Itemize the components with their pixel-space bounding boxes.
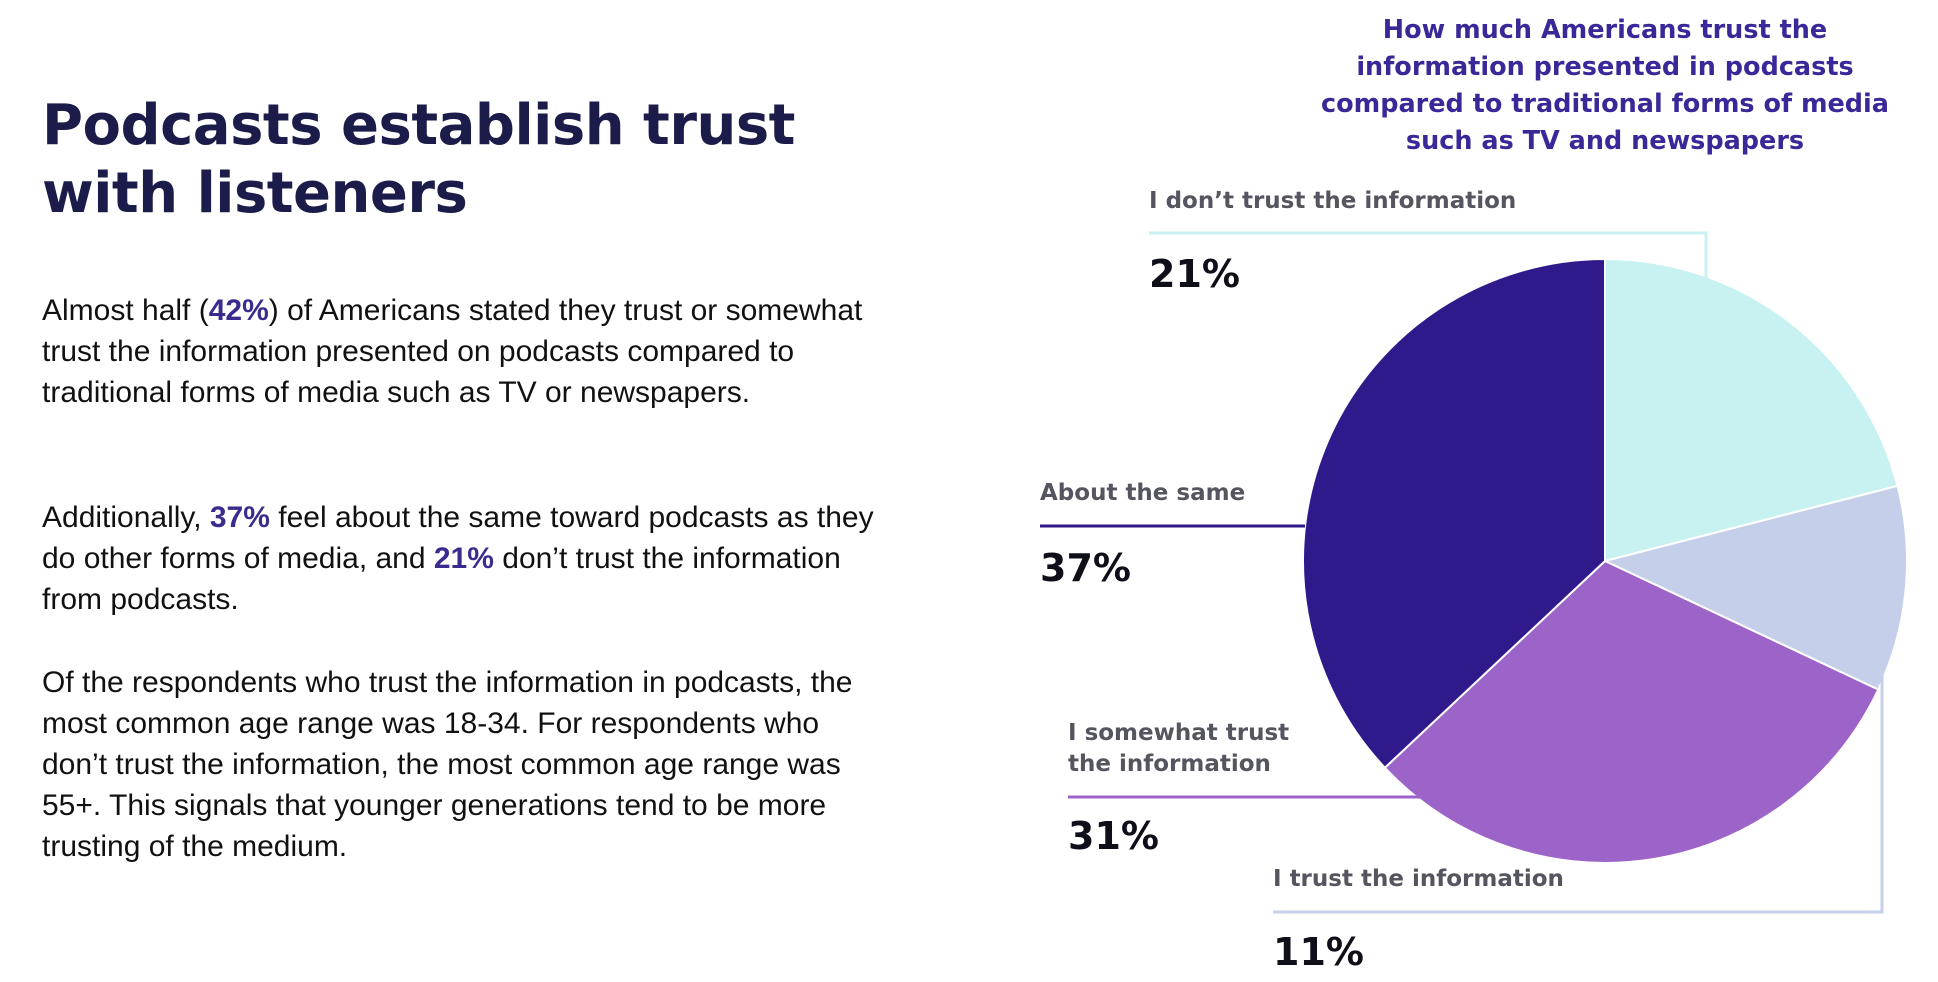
paragraph-text: ) of Americans stated they trust or some… (42, 294, 863, 409)
paragraph-text: don’t trust the information from podcast… (42, 542, 841, 616)
paragraph-same-and-distrust: Additionally, 37% feel about the same to… (42, 497, 892, 620)
leader-line-trust (1273, 649, 1884, 914)
slice-value-trust: 11% (1273, 930, 1364, 974)
paragraph-text: Almost half ( (42, 294, 209, 327)
pie-slice-trust (1602, 484, 1908, 691)
highlight-stat: 21% (433, 542, 494, 575)
slice-value-somewhat-trust: 31% (1068, 814, 1159, 858)
pie-slice-somewhat-trust (1383, 559, 1880, 864)
paragraph-text: feel about the same toward podcasts as t… (42, 501, 874, 575)
highlight-stat: 42% (208, 294, 269, 327)
slice-label-about-same: About the same (1040, 480, 1246, 506)
leader-line-dont-trust (1149, 231, 1708, 298)
slice-label-somewhat-trust: I somewhat trust the information (1068, 720, 1290, 777)
slice-value-about-same: 37% (1040, 546, 1131, 590)
paragraph-age-ranges: Of the respondents who trust the informa… (42, 666, 853, 863)
slice-label-trust: I trust the information (1273, 866, 1564, 892)
paragraph-trust-summary: Almost half (42%) of Americans stated th… (42, 290, 892, 413)
page-title: Podcasts establish trust with listeners (42, 93, 795, 226)
paragraph-text: Additionally, (42, 501, 210, 534)
pie-slice-dont-trust (1604, 257, 1899, 563)
chart-title: How much Americans trust the information… (1320, 15, 1890, 156)
pie-slice-about-same (1302, 257, 1606, 770)
slice-value-dont-trust: 21% (1149, 252, 1240, 296)
highlight-stat: 37% (209, 501, 270, 534)
slice-label-dont-trust: I don’t trust the information (1149, 188, 1517, 214)
